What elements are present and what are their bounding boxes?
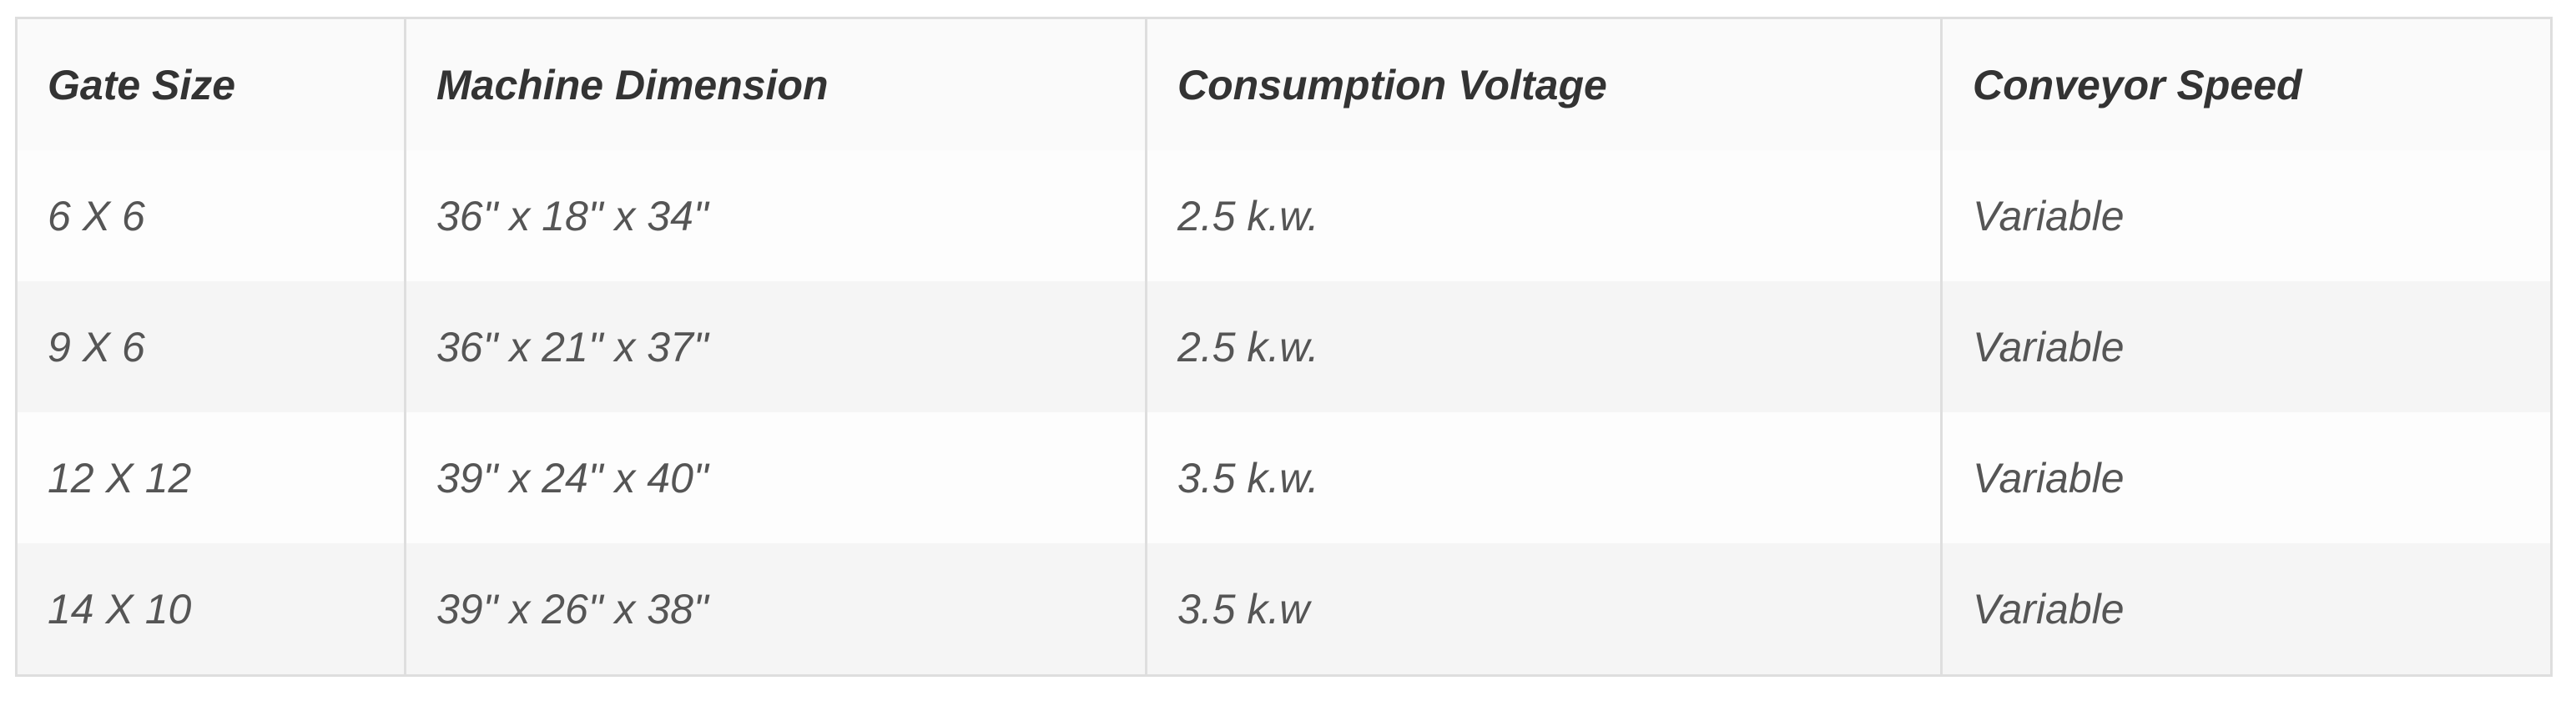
table-cell: 9 X 6: [15, 281, 406, 412]
table-cell: 36" x 21" x 37": [404, 281, 1147, 412]
table-row: 6 X 6 36" x 18" x 34" 2.5 k.w. Variable: [15, 150, 2552, 281]
table-cell: 39" x 26" x 38": [404, 543, 1147, 676]
table-row: 14 X 10 39" x 26" x 38" 3.5 k.w Variable: [15, 543, 2552, 676]
table-cell: 14 X 10: [15, 543, 406, 676]
table-cell: 36" x 18" x 34": [404, 150, 1147, 281]
header-row: Gate Size Machine Dimension Consumption Vo…: [15, 18, 2552, 150]
table-row: 9 X 6 36" x 21" x 37" 2.5 k.w. Variable: [15, 281, 2552, 412]
header-cell: Gate Size: [15, 18, 406, 150]
table-cell: 6 X 6: [15, 150, 406, 281]
header-cell: Conveyor Speed: [1940, 18, 2552, 150]
table-cell: Variable: [1940, 150, 2552, 281]
table-cell: 39" x 24" x 40": [404, 412, 1147, 543]
table-cell: 2.5 k.w.: [1145, 150, 1942, 281]
table-cell: Variable: [1940, 281, 2552, 412]
table-cell: 2.5 k.w.: [1145, 281, 1942, 412]
spec-table: Gate Size Machine Dimension Consumption Vo…: [15, 17, 2553, 677]
header-cell: Machine Dimension: [404, 18, 1147, 150]
table-cell: 12 X 12: [15, 412, 406, 543]
table-cell: Variable: [1940, 412, 2552, 543]
table-row: 12 X 12 39" x 24" x 40" 3.5 k.w. Variable: [15, 412, 2552, 543]
table-cell: Variable: [1940, 543, 2552, 676]
table-cell: 3.5 k.w: [1145, 543, 1942, 676]
header-cell: Consumption Voltage: [1145, 18, 1942, 150]
table-body: 6 X 6 36" x 18" x 34" 2.5 k.w. Variable 9 X …: [15, 150, 2552, 676]
table-cell: 3.5 k.w.: [1145, 412, 1942, 543]
